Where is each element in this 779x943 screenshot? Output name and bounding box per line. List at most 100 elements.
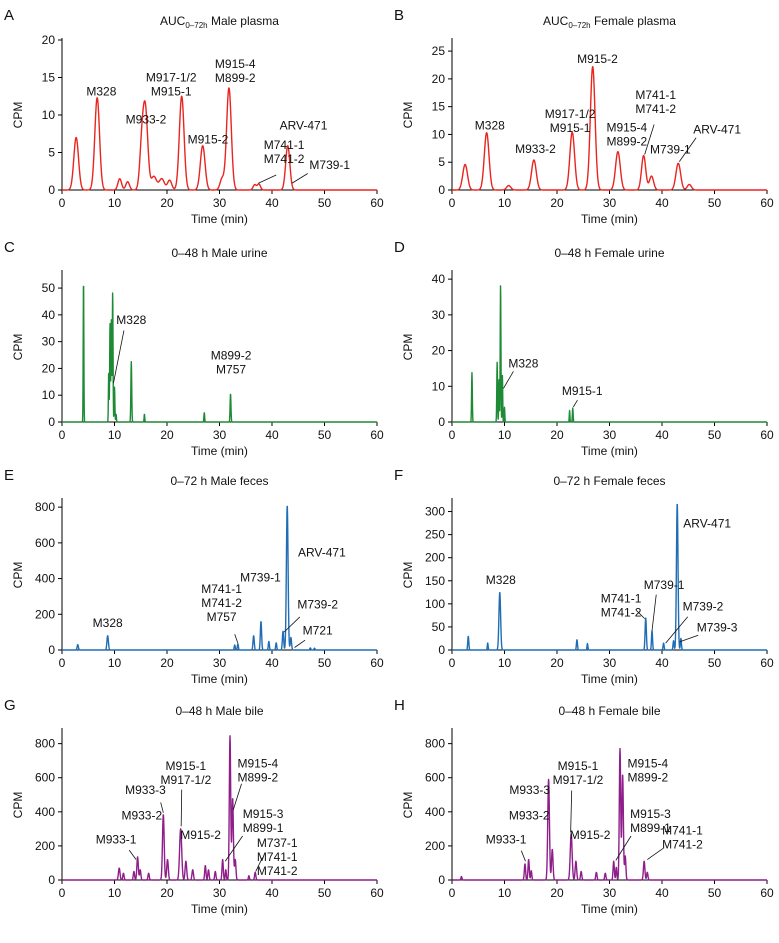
peak-label: M915-3 [243, 807, 284, 821]
peak-label: M933-2 [121, 808, 162, 822]
peak-label: M328 [508, 357, 538, 371]
x-tick-label: 40 [655, 428, 669, 442]
x-tick-label: 30 [603, 196, 617, 210]
x-tick-label: 60 [370, 428, 384, 442]
panel-title-main: AUC [160, 14, 186, 28]
y-tick-label: 10 [432, 127, 446, 141]
y-tick-label: 0 [438, 415, 445, 429]
peak-leader-line [520, 850, 526, 862]
x-tick-label: 20 [160, 886, 174, 900]
x-tick-label: 30 [213, 886, 227, 900]
peak-leader-line [635, 610, 645, 619]
y-tick-label: 600 [35, 536, 55, 550]
x-tick-label: 30 [603, 886, 617, 900]
x-tick-label: 0 [449, 196, 456, 210]
x-tick-label: 20 [160, 656, 174, 670]
peak-label: M739-3 [697, 621, 738, 635]
y-tick-label: 40 [432, 272, 446, 286]
peak-label: M899-2 [211, 349, 252, 363]
peak-leader-line [255, 857, 263, 872]
peak-label: M741-1 [257, 850, 298, 864]
panel-letter: E [4, 467, 14, 484]
y-tick-label: 600 [425, 771, 445, 785]
y-tick-label: 400 [35, 805, 55, 819]
peak-label: M757 [207, 610, 237, 624]
x-tick-label: 60 [370, 656, 384, 670]
peak-leader-line [644, 124, 655, 155]
peak-label: M933-1 [486, 832, 527, 846]
x-tick-label: 40 [655, 196, 669, 210]
peak-label: M757 [216, 363, 246, 377]
peak-label: M933-2 [515, 142, 556, 156]
chromatogram-trace [451, 65, 768, 191]
peak-label: M741-2 [264, 152, 305, 166]
panel-title: AUC0–72h Female plasma [543, 14, 676, 30]
panel-title: 0–48 h Female bile [558, 704, 660, 718]
peak-label: M899-2 [627, 771, 668, 785]
y-tick-label: 800 [35, 500, 55, 514]
peak-label: M915-1 [550, 121, 591, 135]
x-tick-label: 10 [498, 886, 512, 900]
y-axis-title: CPM [401, 562, 415, 589]
chromatogram-trace [451, 285, 768, 423]
x-tick-label: 20 [160, 196, 174, 210]
y-tick-label: 0 [48, 183, 55, 197]
y-tick-label: 10 [42, 388, 56, 402]
x-tick-label: 50 [708, 196, 722, 210]
peak-label: M739-2 [683, 599, 724, 613]
peak-label: M741-2 [635, 102, 676, 116]
panel-letter: D [394, 239, 405, 256]
x-tick-label: 10 [108, 196, 122, 210]
y-tick-label: 0 [48, 873, 55, 887]
chromatogram-trace [61, 87, 378, 191]
panel-letter: G [4, 697, 16, 714]
panel-letter: H [394, 697, 405, 714]
panel-title: AUC0–72h Male plasma [160, 14, 279, 30]
x-tick-label: 10 [108, 428, 122, 442]
y-axis-title: CPM [11, 562, 25, 589]
y-tick-label: 0 [438, 873, 445, 887]
panel-letter: C [4, 239, 15, 256]
peak-label: M917-1/2 [161, 773, 212, 787]
peak-label: M737-1 [257, 836, 298, 850]
y-tick-label: 20 [432, 344, 446, 358]
panel-title-main: 0–48 h Male bile [175, 704, 263, 718]
panel-title: 0–72 h Female feces [553, 474, 665, 488]
panel-f: F 0–72 h Female feces 0 50 100 150 200 250 300 0 1… [394, 467, 774, 686]
panel-title-rest: Female plasma [591, 14, 677, 28]
y-tick-label: 800 [35, 737, 55, 751]
x-tick-label: 10 [108, 656, 122, 670]
y-tick-label: 50 [432, 620, 446, 634]
peak-leader-line [651, 594, 657, 631]
peak-label: M915-1 [151, 84, 192, 98]
peak-leader-line [258, 174, 277, 184]
x-tick-label: 20 [550, 656, 564, 670]
peak-label: M917-1/2 [146, 70, 197, 84]
peak-label: M741-2 [662, 837, 703, 851]
panel-c: C 0–48 h Male urine 0 10 20 30 40 50 0 10 20 30 40 50… [4, 239, 384, 458]
y-tick-label: 300 [425, 505, 445, 519]
y-tick-label: 20 [42, 33, 56, 47]
panel-e: E 0–72 h Male feces 0 200 400 600 800 0 10 20 30 40… [4, 467, 384, 686]
y-axis-title: CPM [401, 792, 415, 819]
peak-label: ARV-471 [683, 517, 731, 531]
peak-label: M915-1 [166, 759, 207, 773]
peak-label: M739-1 [309, 158, 350, 172]
x-axis-title: Time (min) [581, 444, 638, 458]
x-tick-label: 10 [498, 656, 512, 670]
peak-label: M915-2 [188, 133, 229, 147]
peak-leader-line [232, 783, 242, 811]
peak-label: M933-2 [509, 808, 550, 822]
panel-title: 0–72 h Male feces [170, 474, 268, 488]
x-axis-title: Time (min) [191, 672, 248, 686]
peak-label: M915-1 [558, 759, 599, 773]
x-tick-label: 30 [213, 428, 227, 442]
x-tick-label: 0 [59, 428, 66, 442]
peak-label: M328 [475, 118, 505, 132]
panel-title-main: 0–48 h Female bile [558, 704, 660, 718]
x-axis-title: Time (min) [191, 212, 248, 226]
panel-title: 0–48 h Male bile [175, 704, 263, 718]
chromatogram-trace [61, 505, 378, 651]
x-tick-label: 60 [760, 428, 774, 442]
